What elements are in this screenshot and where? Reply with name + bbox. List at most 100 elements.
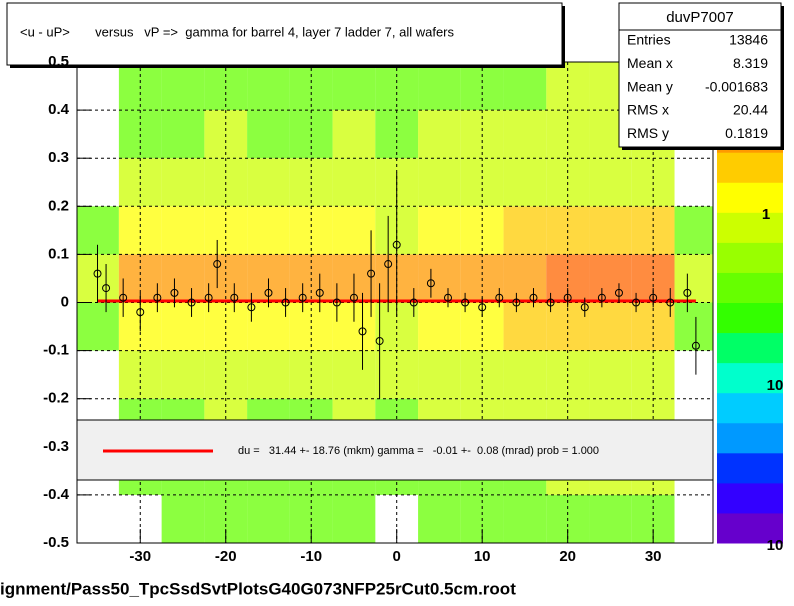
heatmap-cell (503, 494, 547, 543)
profile-point (409, 298, 418, 307)
stats-value: 20.44 (733, 102, 768, 118)
title-box (6, 2, 563, 66)
heatmap-cell (589, 206, 632, 255)
heatmap-cell (418, 158, 461, 207)
heatmap-cell (418, 254, 461, 303)
heatmap-cell (161, 110, 205, 159)
palette-step (717, 392, 783, 424)
profile-point (358, 327, 367, 336)
heatmap-cell (161, 206, 205, 255)
profile-point (281, 298, 290, 307)
heatmap-cell (503, 206, 547, 255)
palette-step (717, 272, 783, 303)
heatmap-cell (332, 350, 376, 399)
heatmap-cell (161, 254, 205, 303)
palette-step (717, 512, 783, 544)
x-tick-label: 0 (393, 548, 401, 565)
heatmap-cell (589, 494, 632, 543)
y-tick-label: -0.1 (43, 342, 69, 359)
y-tick-label: 0.3 (48, 149, 69, 166)
heatmap-cell (418, 62, 461, 111)
heatmap-cell (418, 494, 461, 543)
heatmap-cell (589, 254, 632, 303)
palette-step (717, 362, 783, 394)
palette-step (717, 452, 783, 484)
heatmap-cell (503, 350, 547, 399)
heatmap-cell (332, 494, 376, 543)
x-tick-label: -20 (215, 548, 237, 565)
profile-point (298, 293, 307, 302)
x-tick-label: -10 (300, 548, 322, 565)
profile-point (375, 336, 384, 345)
profile-point (349, 293, 358, 302)
chart-title: <u - uP> versus vP => gamma for barrel 4… (20, 24, 455, 39)
y-tick-label: 0.2 (48, 197, 69, 214)
profile-point (426, 279, 435, 288)
y-tick-label: -0.3 (43, 438, 69, 455)
heatmap-cell (332, 158, 376, 207)
heatmap-cell (503, 254, 547, 303)
profile-point (632, 298, 641, 307)
y-tick-label: 0.4 (48, 101, 70, 118)
stats-label: Mean y (627, 78, 673, 94)
heatmap-cell (332, 206, 376, 255)
heatmap-cell (332, 62, 376, 111)
palette-step (717, 152, 783, 183)
heatmap-cell (161, 302, 205, 351)
heatmap-cell (674, 254, 713, 303)
profile-point (119, 293, 128, 302)
profile-point (691, 341, 700, 350)
profile-point (512, 298, 521, 307)
legend-text: du = 31.44 +- 18.76 (mkm) gamma = -0.01 … (238, 445, 599, 457)
profile-point (315, 288, 324, 297)
heatmap-cell (247, 302, 290, 351)
profile-point (614, 288, 623, 297)
palette-step (717, 212, 783, 243)
stats-label: Mean x (627, 55, 673, 71)
profile-point (230, 293, 239, 302)
heatmap-cell (418, 350, 461, 399)
heatmap-cell (247, 110, 290, 159)
profile-point (367, 269, 376, 278)
profile-point (666, 298, 675, 307)
profile-point (580, 303, 589, 312)
heatmap-cell (161, 62, 205, 111)
z-tick-label: 10 (767, 377, 784, 394)
x-tick-label: 20 (559, 548, 576, 565)
heatmap-cell (161, 350, 205, 399)
palette-step (717, 422, 783, 454)
heatmap-cell (418, 206, 461, 255)
stats-label: RMS x (627, 102, 669, 118)
heatmap-cell (77, 302, 119, 351)
heatmap-cell (161, 494, 205, 543)
heatmap-cell (674, 206, 713, 255)
stats-label: RMS y (627, 125, 669, 141)
profile-point (384, 260, 393, 269)
profile-point (478, 303, 487, 312)
profile-point (332, 298, 341, 307)
palette-step (717, 482, 783, 514)
palette-step (717, 302, 783, 334)
z-tick-label: 1 (762, 206, 770, 223)
profile-point (683, 288, 692, 297)
profile-point (529, 293, 538, 302)
heatmap-cell (161, 158, 205, 207)
profile-point (153, 293, 162, 302)
y-tick-label: 0.5 (48, 53, 69, 70)
stats-box (618, 2, 782, 148)
y-tick-label: -0.2 (43, 390, 69, 407)
y-tick-label: -0.5 (43, 534, 69, 551)
y-tick-label: 0 (61, 293, 69, 310)
profile-point (213, 260, 222, 269)
profile-point (392, 240, 401, 249)
profile-point (546, 298, 555, 307)
profile-point (93, 269, 102, 278)
heatmap-cell (589, 350, 632, 399)
profile-point (444, 293, 452, 302)
heatmap-cell (247, 62, 290, 111)
profile-point (170, 288, 179, 297)
stats-value: 8.319 (733, 55, 768, 71)
heatmap-cell (503, 62, 547, 111)
footer-filename: ignment/Pass50_TpcSsdSvtPlotsG40G073NFP2… (0, 579, 516, 598)
heatmap-cell (247, 158, 290, 207)
